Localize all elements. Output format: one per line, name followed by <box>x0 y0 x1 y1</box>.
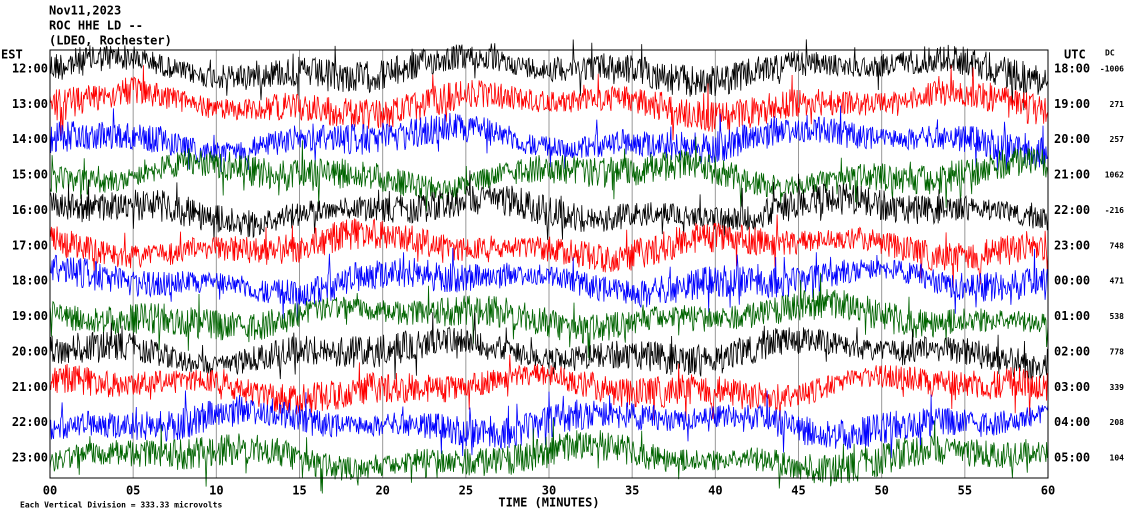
utc-label: 23:00 <box>1054 238 1090 252</box>
x-tick-label: 20 <box>375 484 389 498</box>
utc-label: 21:00 <box>1054 168 1090 182</box>
x-tick-label: 05 <box>126 484 140 498</box>
utc-label: 19:00 <box>1054 97 1090 111</box>
est-label: 22:00 <box>12 415 48 429</box>
traces <box>49 39 1049 494</box>
est-label: 19:00 <box>12 309 48 323</box>
trace <box>49 136 1049 212</box>
plot-frame <box>49 49 1049 479</box>
utc-label: 00:00 <box>1054 274 1090 288</box>
trace <box>49 247 1049 322</box>
utc-label: 05:00 <box>1054 451 1090 465</box>
trace <box>49 418 1049 494</box>
trace <box>49 214 1049 288</box>
est-label: 13:00 <box>12 97 48 111</box>
dc-value: 538 <box>1110 312 1125 321</box>
title-line: ROC HHE LD -- <box>49 19 143 33</box>
est-label: 14:00 <box>12 132 48 146</box>
trace <box>49 105 1049 173</box>
trace <box>49 170 1049 242</box>
trace <box>49 312 1049 381</box>
utc-label: 20:00 <box>1054 132 1090 146</box>
trace <box>49 390 1049 459</box>
est-label: 20:00 <box>12 344 48 358</box>
est-label: 21:00 <box>12 380 48 394</box>
utc-label: 22:00 <box>1054 203 1090 217</box>
est-label: 12:00 <box>12 62 48 76</box>
est-label: 23:00 <box>12 451 48 465</box>
utc-label: 03:00 <box>1054 380 1090 394</box>
right-axis-label: UTC <box>1064 48 1086 62</box>
x-tick-label: 30 <box>542 484 556 498</box>
est-label: 15:00 <box>12 168 48 182</box>
est-label: 17:00 <box>12 238 48 252</box>
trace <box>49 354 1049 421</box>
utc-label: 04:00 <box>1054 415 1090 429</box>
dc-label: DC <box>1105 49 1115 58</box>
x-axis-label: TIME (MINUTES) <box>498 496 599 510</box>
est-label: 16:00 <box>12 203 48 217</box>
utc-label: 01:00 <box>1054 309 1090 323</box>
dc-value: 257 <box>1110 135 1125 144</box>
trace <box>49 65 1049 141</box>
x-tick-label: 10 <box>209 484 223 498</box>
x-tick-label: 00 <box>43 484 57 498</box>
dc-value: -216 <box>1105 206 1124 215</box>
footer: Each Vertical Division = 333.33 microvol… <box>20 500 222 510</box>
dc-value: 271 <box>1110 100 1125 109</box>
left-axis-label: EST <box>1 48 23 62</box>
dc-value: 1062 <box>1105 171 1124 180</box>
x-tick-label: 25 <box>459 484 473 498</box>
labels: 00 05 10 15 20 25 30 35 40 45 50 55 60 12:00 18:00 -100… <box>12 62 1124 498</box>
x-tick-label: 55 <box>958 484 972 498</box>
dc-value: 471 <box>1110 277 1125 286</box>
x-tick-label: 50 <box>874 484 888 498</box>
x-tick-label: 40 <box>708 484 722 498</box>
x-tick-label: 60 <box>1041 484 1055 498</box>
x-tick-label: 35 <box>625 484 639 498</box>
dc-value: 104 <box>1110 454 1125 463</box>
dc-value: 339 <box>1110 383 1125 392</box>
title-line: Nov11,2023 <box>49 4 121 18</box>
trace <box>49 39 1049 111</box>
utc-label: 18:00 <box>1054 62 1090 76</box>
dc-value: 778 <box>1110 347 1125 356</box>
utc-label: 02:00 <box>1054 344 1090 358</box>
trace <box>49 272 1049 361</box>
dc-value: -1006 <box>1100 65 1124 74</box>
title-line: (LDEO, Rochester) <box>49 34 172 48</box>
x-tick-label: 15 <box>292 484 306 498</box>
x-tick-label: 45 <box>791 484 805 498</box>
dc-value: 208 <box>1110 418 1125 427</box>
est-label: 18:00 <box>12 274 48 288</box>
dc-value: 748 <box>1110 241 1125 250</box>
